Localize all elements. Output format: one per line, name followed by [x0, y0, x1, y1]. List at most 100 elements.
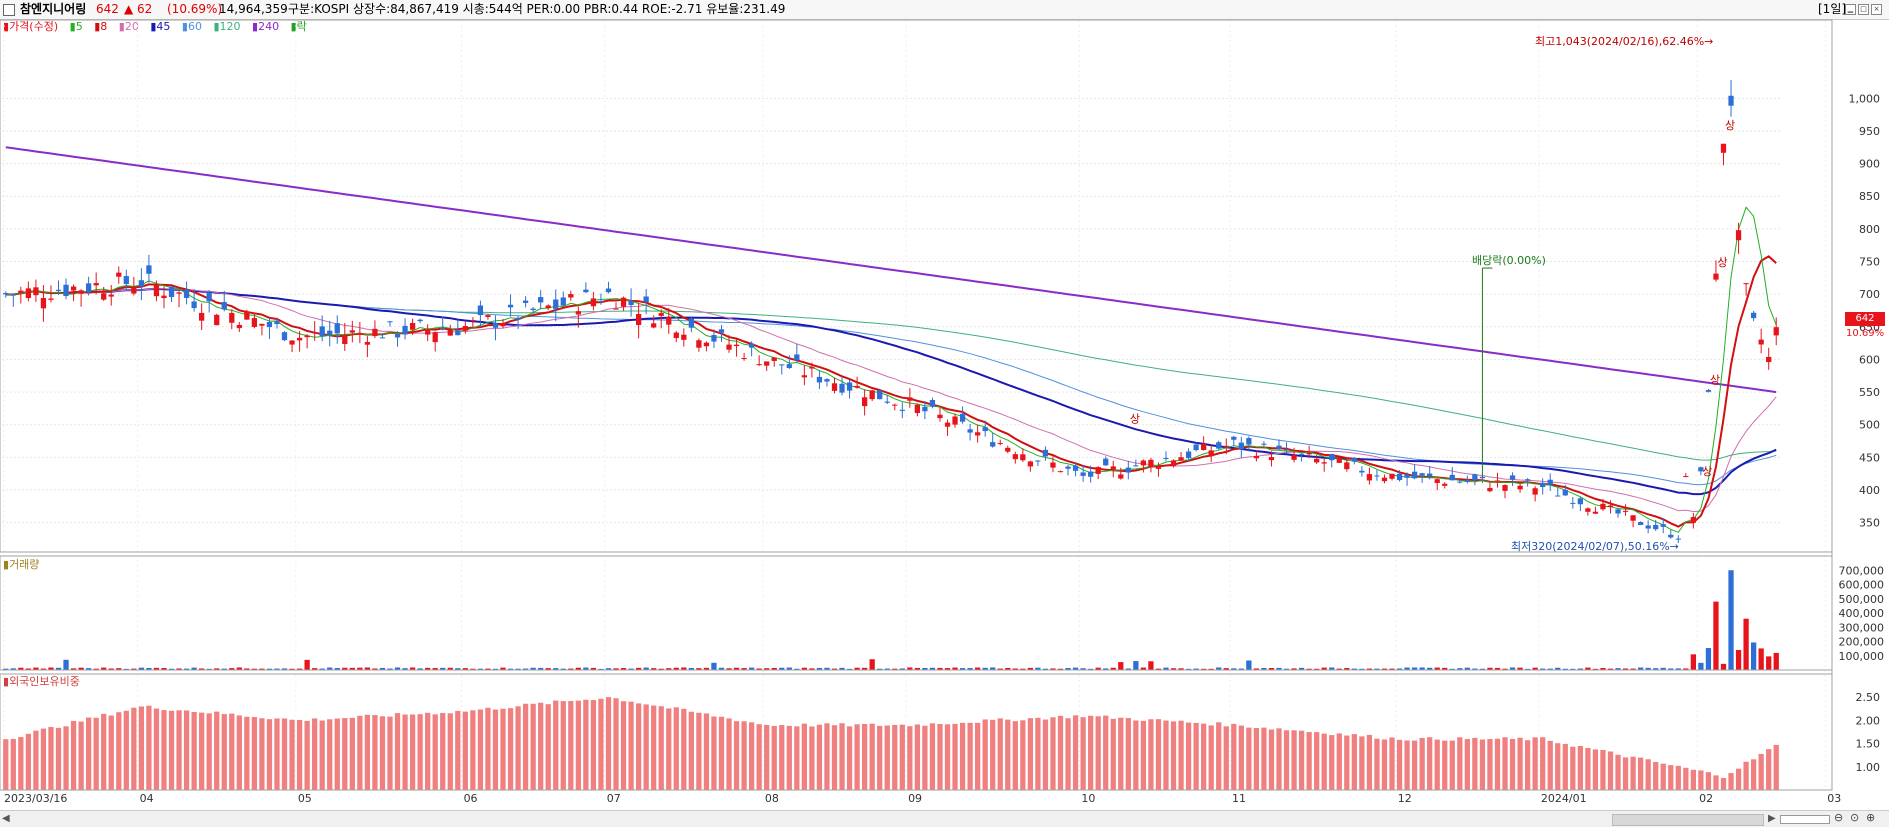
volume-bar [289, 668, 295, 670]
foreign-bar [846, 726, 853, 790]
foreign-bar [1268, 729, 1275, 790]
foreign-bar [409, 714, 416, 790]
foreign-bar [892, 724, 898, 790]
volume-bar [455, 668, 461, 670]
candle-body [914, 404, 921, 414]
foreign-bar [696, 712, 702, 790]
legend-price[interactable]: ▮가격(수정) [3, 20, 59, 33]
x-tick-label: 11 [1232, 792, 1246, 805]
candle-body [1532, 488, 1538, 495]
volume-bar [492, 668, 499, 670]
candle-body [1540, 482, 1546, 488]
foreign-bar [801, 723, 807, 790]
volume-bar [183, 668, 190, 670]
candle-body [500, 323, 506, 327]
candle-body [10, 294, 16, 296]
volume-bar [1766, 656, 1772, 670]
candle-body [846, 382, 853, 391]
volume-bar [538, 667, 544, 670]
foreign-bar [620, 701, 627, 790]
volume-bar [703, 667, 710, 670]
volume-bar [1072, 667, 1079, 670]
horizontal-scrollbar[interactable]: ◀ ▶ ⊖ ⊙ ⊕ [0, 810, 1889, 827]
volume-bar [1374, 668, 1380, 670]
volume-bar [334, 668, 340, 670]
foreign-bar [1411, 740, 1418, 790]
volume-bar [899, 668, 905, 670]
foreign-bar [1645, 759, 1651, 790]
foreign-bar [975, 722, 981, 790]
candle-body [86, 283, 92, 293]
candle-body [1005, 447, 1011, 452]
volume-bar [10, 668, 16, 670]
candle-body [1570, 502, 1576, 504]
candle-body [462, 326, 468, 331]
candle-body [191, 301, 197, 309]
volume-bar [70, 668, 77, 670]
foreign-bar [1306, 732, 1312, 790]
legend-ma20[interactable]: ▮20 [118, 20, 139, 33]
legend-ma5[interactable]: ▮5 [69, 20, 83, 33]
zoom-in-icon[interactable]: ⊕ [1866, 811, 1876, 824]
scroll-left-icon[interactable]: ◀ [2, 813, 10, 824]
candle-body [1336, 458, 1342, 463]
foreign-bar [1442, 740, 1448, 790]
candle-body [470, 320, 476, 322]
legend-ma8[interactable]: ▮8 [94, 20, 108, 33]
candle-body [1449, 474, 1455, 481]
foreign-bar [605, 697, 612, 790]
gridlines [2, 20, 1826, 790]
legend-ma60[interactable]: ▮60 [181, 20, 202, 33]
minimize-icon[interactable]: ▁ [1845, 4, 1856, 15]
limit-up-tag: 상 [1717, 256, 1727, 269]
candle-body [613, 308, 619, 310]
volume-bar [907, 667, 913, 670]
foreign-bar [1555, 743, 1561, 790]
maximize-icon[interactable]: □ [1858, 4, 1869, 15]
candle-body [1668, 534, 1674, 538]
zoom-out-icon[interactable]: ⊖ [1834, 811, 1844, 824]
volume-bar [590, 667, 597, 670]
volume-bar [1472, 668, 1478, 670]
volume-bar [861, 667, 868, 670]
volume-bar [86, 668, 92, 670]
volume-bar [1517, 667, 1523, 670]
period-selector[interactable]: [1일] [1818, 2, 1847, 16]
legend-ma120[interactable]: ▮120 [213, 20, 241, 33]
candle-body [1442, 483, 1448, 486]
zoom-reset-icon[interactable]: ⊙ [1850, 811, 1860, 824]
close-icon[interactable]: × [1871, 4, 1882, 15]
candle-body [1750, 312, 1757, 319]
scroll-thumb[interactable] [1612, 814, 1764, 826]
volume-bar [1720, 663, 1727, 670]
scroll-right-icon[interactable]: ▶ [1768, 813, 1776, 824]
window-checkbox[interactable] [3, 4, 15, 16]
candle-body [786, 364, 792, 369]
foreign-bar [884, 725, 890, 790]
foreign-bar [334, 718, 340, 790]
foreign-bar [1479, 739, 1486, 790]
candle-body [1411, 471, 1418, 479]
candle-body [1314, 458, 1320, 463]
foreign-bar [1472, 737, 1478, 790]
zoom-slider[interactable] [1780, 815, 1830, 824]
candle-body [199, 312, 205, 321]
price-tick-label: 450 [1859, 451, 1880, 464]
volume-bar [975, 667, 981, 670]
candle-body [108, 294, 114, 297]
legend-ma45[interactable]: ▮45 [150, 20, 171, 33]
legend-rak[interactable]: ▮락 [290, 20, 307, 33]
candle-body [1396, 473, 1403, 481]
limit-up-tag: 상 [1710, 374, 1720, 387]
legend-ma240[interactable]: ▮240 [252, 20, 280, 33]
volume-bar [771, 667, 777, 670]
foreign-bar [1509, 738, 1516, 790]
foreign-bar [1735, 768, 1742, 790]
chart-canvas[interactable]: 3504004505005506006507007508008509009501… [0, 0, 1889, 810]
volume-bar [681, 667, 687, 670]
volume-bar [1231, 668, 1237, 670]
foreign-bar [417, 714, 423, 790]
volume-bar [869, 659, 875, 670]
candle-body [1321, 462, 1327, 464]
foreign-bar [168, 710, 175, 790]
